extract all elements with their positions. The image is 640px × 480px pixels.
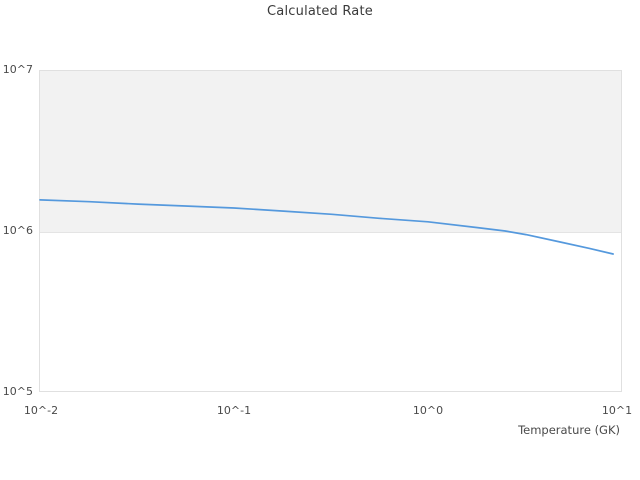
plot-area [39, 70, 622, 392]
xtick-1e1: 10^1 [601, 404, 633, 417]
gridline-1e6 [40, 232, 621, 233]
ytick-1e7: 10^7 [2, 63, 33, 76]
xtick-1e0: 10^0 [412, 404, 444, 417]
xtick-1e-2: 10^-2 [23, 404, 59, 417]
chart-title: Calculated Rate [267, 4, 373, 19]
x-axis-label: Temperature (GK) [518, 423, 620, 437]
ytick-1e6: 10^6 [2, 224, 33, 237]
grid-band-upper-decade [40, 71, 621, 232]
xtick-1e-1: 10^-1 [216, 404, 252, 417]
ytick-1e5: 10^5 [2, 385, 33, 398]
